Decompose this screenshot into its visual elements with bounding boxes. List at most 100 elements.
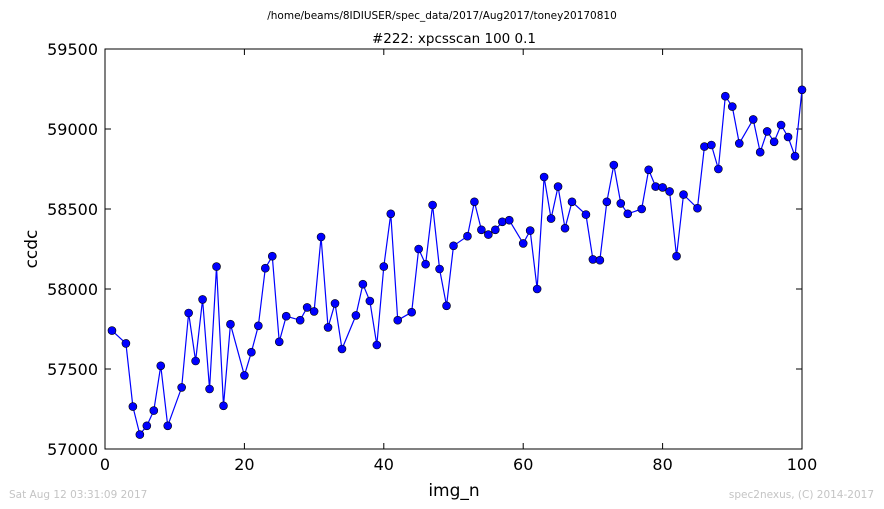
data-point [783, 132, 793, 142]
x-tick-label: 40 [374, 455, 394, 474]
data-point [379, 262, 389, 271]
data-point [477, 225, 486, 235]
data-point [693, 203, 702, 213]
data-point [748, 115, 758, 124]
data-point [497, 217, 507, 227]
data-point [504, 215, 514, 225]
data-point [323, 323, 333, 332]
data-point [714, 164, 723, 174]
footer-copyright: spec2nexus, (C) 2014-2017 [729, 489, 874, 501]
data-point [261, 263, 270, 273]
y-tick-label: 59500 [47, 40, 98, 59]
data-point [121, 339, 131, 348]
figure-suptitle: /home/beams/8IDIUSER/spec_data/2017/Aug2… [267, 10, 617, 22]
data-point [428, 200, 437, 210]
data-point [351, 311, 361, 320]
data-point [128, 402, 138, 411]
data-point [240, 371, 249, 380]
data-point [595, 255, 605, 265]
data-point [769, 137, 779, 147]
data-point [470, 197, 479, 207]
data-point [762, 127, 772, 136]
data-point [226, 319, 235, 329]
x-tick-label: 80 [652, 455, 672, 474]
data-point [281, 311, 291, 321]
data-point [491, 225, 500, 235]
data-point [163, 421, 173, 431]
data-point [198, 295, 207, 304]
data-point [302, 303, 312, 312]
data-point [797, 85, 807, 95]
data-point [776, 120, 786, 130]
y-tick-label: 57000 [47, 440, 98, 459]
series-line [111, 89, 803, 436]
data-point [560, 223, 570, 233]
data-point [532, 284, 542, 294]
data-point [442, 301, 451, 311]
x-tick-label: 20 [234, 455, 254, 474]
chart-title: #222: xpcsscan 100 0.1 [372, 31, 536, 47]
y-tick-label: 59000 [47, 120, 98, 139]
y-tick-label: 58500 [47, 200, 98, 219]
data-point [274, 337, 284, 347]
data-point [658, 183, 667, 192]
data-point [191, 356, 200, 366]
data-point [135, 430, 145, 439]
data-point [386, 209, 396, 219]
data-point [679, 190, 688, 199]
data-point [267, 251, 277, 261]
y-axis-label: ccdc [22, 230, 42, 269]
data-point [672, 251, 681, 261]
data-point [254, 321, 263, 331]
data-point [184, 308, 193, 318]
data-point [414, 244, 423, 254]
data-point [637, 204, 646, 214]
y-axis: 57000 57500 58000 58500 59000 59500 [47, 40, 802, 459]
data-point [665, 187, 674, 196]
y-tick-label: 58000 [47, 280, 98, 299]
data-point [755, 147, 765, 157]
data-point [435, 264, 444, 274]
data-point [602, 197, 612, 207]
data-point [372, 340, 382, 350]
data-point [156, 361, 166, 371]
data-point [707, 140, 716, 150]
data-point [721, 91, 730, 101]
data-point [295, 315, 305, 325]
data-point [734, 139, 744, 148]
data-point [790, 151, 800, 161]
footer-timestamp: Sat Aug 12 03:31:09 2017 [9, 489, 147, 501]
data-point [546, 214, 556, 223]
data-point [358, 279, 368, 289]
data-point [337, 344, 347, 354]
data-point [463, 231, 472, 241]
data-point [316, 232, 326, 242]
x-tick-label: 60 [513, 455, 533, 474]
x-axis: 0 20 40 60 80 100 [100, 49, 817, 474]
data-point [407, 307, 416, 317]
data-point [449, 241, 458, 251]
data-point [581, 210, 591, 219]
data-point [567, 197, 577, 207]
data-point [539, 172, 549, 182]
data-point [609, 160, 619, 170]
data-point [553, 182, 563, 191]
series-markers [107, 85, 807, 439]
data-point [219, 401, 228, 411]
data-point [616, 199, 626, 208]
data-point [518, 239, 528, 248]
data-point [142, 421, 152, 431]
x-tick-label: 0 [100, 455, 110, 474]
data-point [149, 406, 159, 415]
data-point [205, 384, 214, 394]
data-point [365, 296, 375, 306]
x-tick-label: 100 [787, 455, 818, 474]
data-point [700, 142, 709, 151]
data-point [247, 347, 256, 357]
data-point [484, 230, 493, 239]
data-point [623, 209, 633, 219]
data-point [309, 307, 319, 316]
data-point [393, 315, 403, 325]
x-axis-label: img_n [428, 481, 479, 501]
